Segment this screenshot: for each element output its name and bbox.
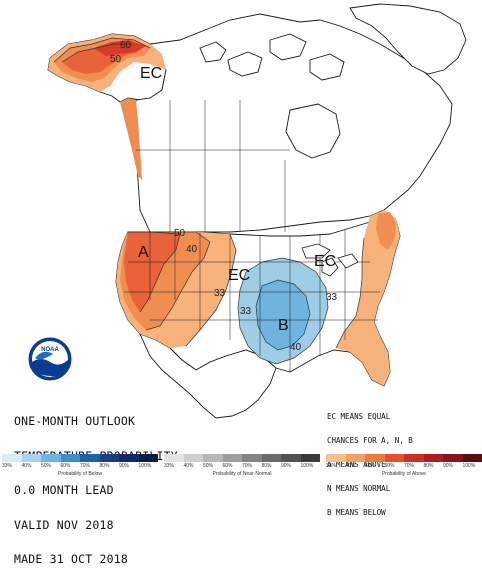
below-tick-label: 70% (80, 463, 100, 469)
below-color-segment (41, 454, 61, 462)
below-label-south: B (278, 317, 289, 334)
below-color-segment (2, 454, 22, 462)
normal-color-segment (223, 454, 243, 462)
contour-label-plains-33: 33 (240, 306, 252, 317)
contour-label-east-33: 33 (326, 292, 338, 303)
above-ticks: 33%40%50%60%70%80%90%100% (326, 463, 482, 469)
outlook-map: EC EC EC A B 50 60 50 40 33 33 40 33 (0, 0, 482, 450)
contour-label-alaska-50: 50 (110, 54, 122, 65)
normal-color-segment (164, 454, 184, 462)
outlook-title: ONE-MONTH OUTLOOK (14, 416, 178, 428)
below-color-segment (22, 454, 42, 462)
outlook-info: ONE-MONTH OUTLOOK TEMPERATURE PROBABILIT… (14, 393, 178, 577)
below-tick-label: 60% (61, 463, 81, 469)
legend-chances-line: CHANCES FOR A, N, B (327, 437, 413, 445)
contour-label-west-50: 50 (174, 228, 186, 239)
below-tick-label: 50% (41, 463, 61, 469)
above-color-segment (385, 454, 405, 462)
outlook-lead: 0.0 MONTH LEAD (14, 485, 178, 497)
contour-label-alaska-60: 60 (120, 40, 132, 51)
above-tick-label: 80% (424, 463, 444, 469)
legend-ec-line: EC MEANS EQUAL (327, 413, 413, 421)
legend-below-line: B MEANS BELOW (327, 509, 413, 517)
below-tick-label: 90% (119, 463, 139, 469)
normal-color-segment (203, 454, 223, 462)
normal-tick-label: 40% (184, 463, 204, 469)
normal-color-segment (301, 454, 321, 462)
above-color-segment (404, 454, 424, 462)
above-tick-label: 50% (365, 463, 385, 469)
above-color-segment (326, 454, 346, 462)
below-color-segment (100, 454, 120, 462)
normal-color-segment (242, 454, 262, 462)
above-tick-label: 40% (346, 463, 366, 469)
normal-caption: Probability of Near-Normal (164, 471, 320, 477)
contour-label-west-40: 40 (186, 244, 198, 255)
below-ticks: 33%40%50%60%70%80%90%100% (2, 463, 158, 469)
ec-label-alaska: EC (140, 65, 162, 82)
above-tick-label: 90% (443, 463, 463, 469)
normal-ticks: 33%40%50%60%70%80%90%100% (164, 463, 320, 469)
above-color-segment (424, 454, 444, 462)
above-tick-label: 70% (404, 463, 424, 469)
noaa-logo: NOAA (27, 336, 73, 382)
above-caption: Probability of Above (326, 471, 482, 477)
contour-label-central-33: 33 (214, 288, 226, 299)
normal-tick-label: 50% (203, 463, 223, 469)
ec-label-great-lakes: EC (314, 253, 336, 270)
outlook-made: MADE 31 OCT 2018 (14, 554, 178, 566)
below-color-segment (80, 454, 100, 462)
above-tick-label: 100% (463, 463, 482, 469)
ec-label-midwest: EC (228, 267, 250, 284)
noaa-logo-text: NOAA (41, 347, 59, 353)
normal-tick-label: 33% (164, 463, 184, 469)
above-color-segment (365, 454, 385, 462)
above-color-bar (326, 454, 482, 462)
below-caption: Probability of Below (2, 471, 158, 477)
probability-colorbar: 33%40%50%60%70%80%90%100% Probability of… (0, 454, 482, 480)
normal-tick-label: 80% (262, 463, 282, 469)
above-tick-label: 33% (326, 463, 346, 469)
below-color-segment (61, 454, 81, 462)
normal-tick-label: 100% (301, 463, 321, 469)
normal-tick-label: 60% (223, 463, 243, 469)
normal-color-segment (262, 454, 282, 462)
above-tick-label: 60% (385, 463, 405, 469)
above-color-segment (443, 454, 463, 462)
above-color-segment (463, 454, 482, 462)
below-tick-label: 80% (100, 463, 120, 469)
normal-color-segment (184, 454, 204, 462)
below-color-segment (139, 454, 159, 462)
below-color-bar (2, 454, 158, 462)
normal-color-segment (281, 454, 301, 462)
above-label-west: A (138, 244, 149, 261)
normal-tick-label: 70% (242, 463, 262, 469)
normal-tick-label: 90% (281, 463, 301, 469)
contour-label-south-40: 40 (290, 342, 302, 353)
legend-normal-line: N MEANS NORMAL (327, 485, 413, 493)
above-color-segment (346, 454, 366, 462)
normal-color-bar (164, 454, 320, 462)
below-color-segment (119, 454, 139, 462)
below-tick-label: 40% (22, 463, 42, 469)
below-tick-label: 100% (139, 463, 159, 469)
outlook-valid: VALID NOV 2018 (14, 520, 178, 532)
below-tick-label: 33% (2, 463, 22, 469)
